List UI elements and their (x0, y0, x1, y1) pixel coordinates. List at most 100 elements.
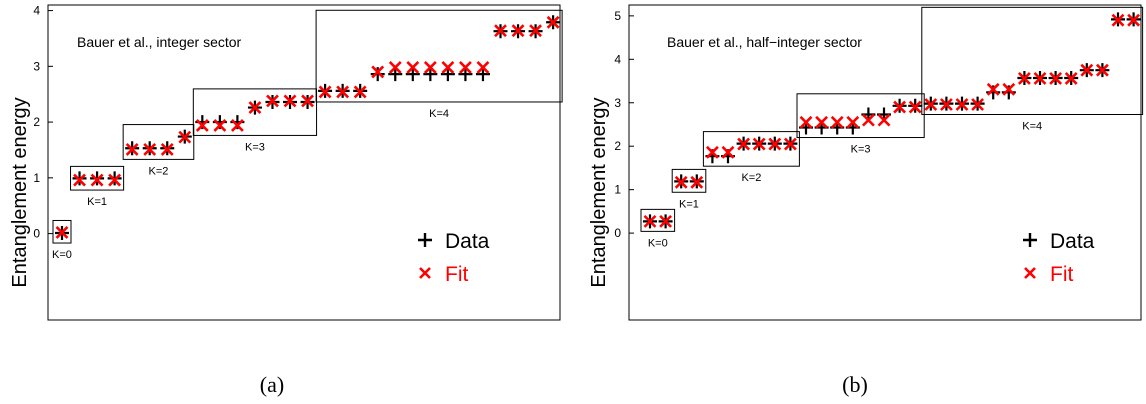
fit-point (441, 61, 455, 74)
fit-point (230, 119, 244, 132)
fit-point (1111, 13, 1125, 27)
sector-label: K=2 (149, 165, 169, 177)
fit-point (939, 98, 953, 111)
legend-fit-marker (1024, 267, 1036, 279)
data-point (405, 67, 420, 82)
sector-box (315, 9, 563, 103)
fit-point (721, 145, 735, 159)
fit-point (511, 24, 525, 38)
fit-point (674, 175, 688, 189)
y-tick-label: 2 (614, 139, 621, 153)
fit-point (73, 173, 86, 187)
fit-point (178, 130, 192, 144)
fit-point (459, 61, 472, 74)
fit-point (353, 85, 367, 99)
fit-point (1127, 13, 1141, 27)
fit-point (643, 214, 657, 228)
y-tick-label: 1 (614, 183, 621, 197)
chart-panel-a: 0 1 2 3 4 Entanglement energy Bauer et al., in… (9, 4, 563, 397)
fit-point (955, 98, 969, 111)
fit-point (1002, 82, 1016, 96)
sector-label: K=3 (245, 141, 265, 153)
fit-point (266, 94, 279, 108)
y-tick-label: 4 (614, 52, 621, 66)
fit-point (908, 100, 922, 114)
fit-point (143, 142, 157, 156)
chart-annotation: Bauer et al., half−integer sector (667, 34, 862, 50)
fit-point (476, 61, 490, 74)
sector-box (921, 6, 1144, 115)
chart-panel-b: 0 1 2 3 4 5 Entanglement energy Bauer et al., h… (588, 4, 1144, 397)
fit-point (1095, 63, 1109, 77)
legend-fit-label: Fit (1050, 263, 1073, 286)
fit-point (55, 226, 69, 239)
legend-data-marker (418, 233, 432, 247)
sector-box (70, 165, 125, 191)
fit-point (815, 115, 829, 129)
panel-caption: (b) (842, 372, 868, 397)
data-point (440, 67, 455, 82)
sector-box (796, 93, 925, 139)
panel-caption: (a) (260, 372, 284, 397)
fit-point (195, 119, 209, 132)
legend-data-marker (1023, 233, 1037, 247)
fit-point (705, 145, 719, 159)
sector-box (702, 131, 800, 167)
fit-point (971, 98, 985, 111)
fit-point (283, 94, 297, 108)
fit-point (1064, 72, 1078, 85)
fit-point (318, 85, 332, 99)
fit-point (423, 61, 437, 74)
y-tick-label: 4 (33, 4, 40, 18)
fit-point (1033, 72, 1047, 85)
y-tick-label: 0 (33, 227, 40, 241)
sector-box (640, 208, 676, 232)
fit-point (1017, 72, 1031, 85)
y-tick-label: 3 (33, 59, 40, 73)
fit-point (861, 113, 875, 127)
fit-point (877, 113, 891, 127)
data-point (423, 67, 438, 82)
y-tick-label: 0 (614, 226, 621, 240)
chart-annotation: Bauer et al., integer sector (77, 34, 242, 50)
sector-label: K=3 (851, 144, 871, 156)
fit-point (752, 137, 766, 151)
y-tick-label: 2 (33, 115, 40, 129)
data-point (986, 85, 1001, 100)
y-axis-label: Entanglement energy (588, 97, 610, 287)
fit-point (546, 15, 560, 29)
fit-point (248, 101, 262, 115)
data-point (370, 67, 385, 82)
fit-point (406, 61, 420, 74)
y-axis-label: Entanglement energy (9, 97, 31, 287)
sector-box (671, 168, 707, 193)
y-tick-label: 1 (33, 171, 40, 185)
sector-label: K=2 (741, 172, 761, 184)
sector-label: K=1 (679, 198, 699, 210)
fit-point (1080, 63, 1094, 77)
legend-data-label: Data (445, 230, 490, 253)
fit-point (529, 24, 542, 38)
sector-box (52, 219, 72, 244)
data-point (458, 67, 473, 82)
fit-point (924, 98, 938, 111)
legend: Data Fit (1023, 230, 1095, 286)
legend-fit-label: Fit (445, 263, 468, 286)
fit-point (494, 24, 507, 38)
fit-point (986, 82, 1000, 96)
sector-label: K=4 (1022, 120, 1042, 132)
fit-point (160, 142, 174, 156)
fit-point (690, 175, 704, 189)
fit-point (893, 100, 907, 114)
fit-point (768, 137, 782, 151)
y-tick-label: 3 (614, 96, 621, 110)
plot-frame (628, 4, 1142, 321)
fit-point (1049, 72, 1063, 85)
legend: Data Fit (418, 230, 490, 286)
sector-box (122, 124, 195, 160)
sector-box (192, 88, 318, 136)
sector-label: K=0 (648, 237, 668, 249)
fit-point (336, 85, 350, 99)
data-point (388, 67, 403, 82)
